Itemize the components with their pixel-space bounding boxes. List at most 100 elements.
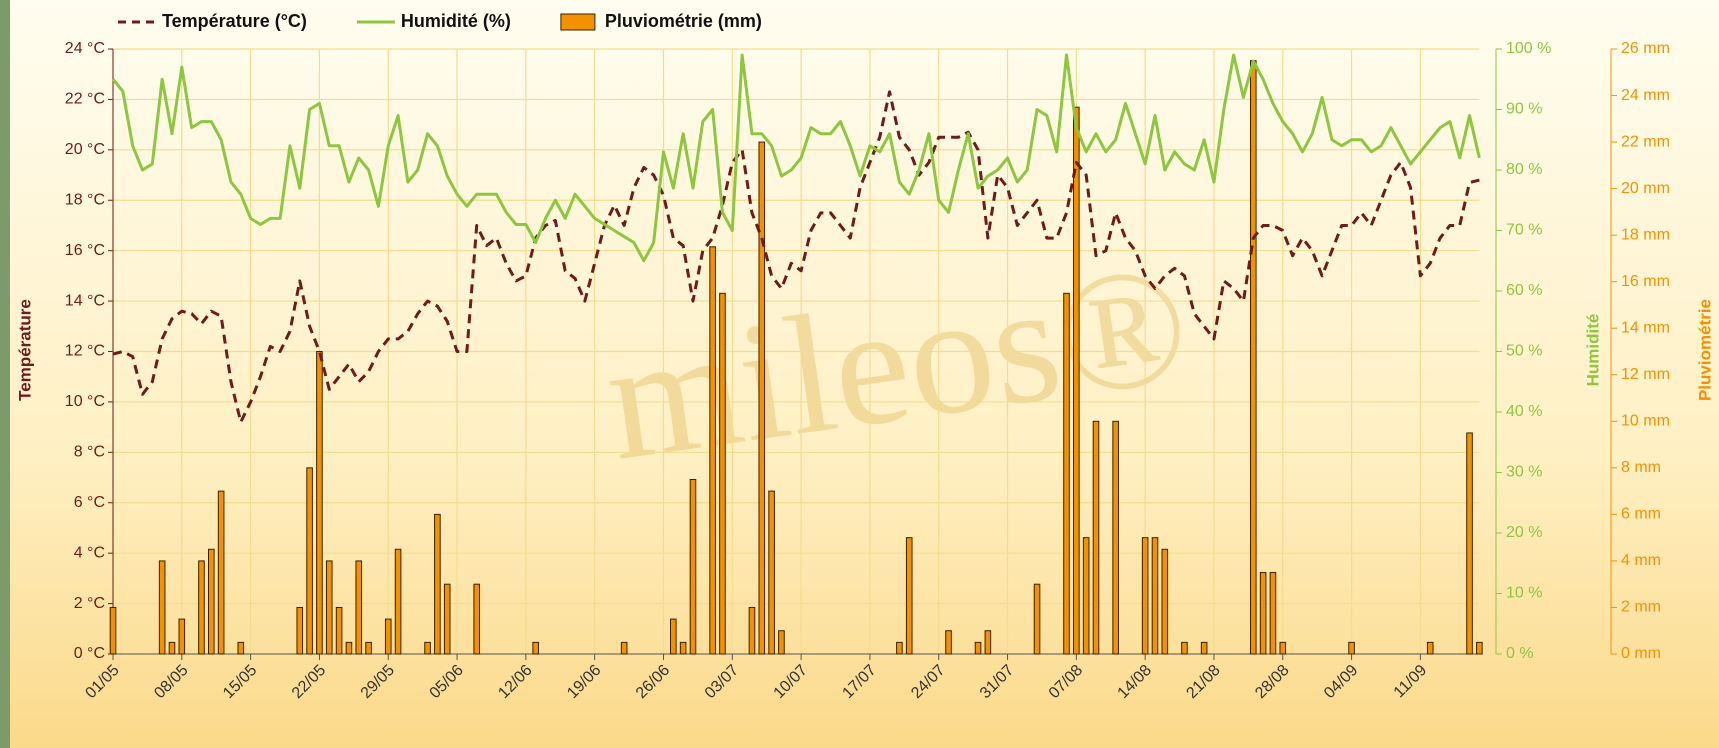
bar xyxy=(748,606,756,655)
bar xyxy=(1348,641,1355,655)
y2-tick-label: 60 % xyxy=(1506,282,1542,299)
bar xyxy=(719,292,726,655)
left-edge xyxy=(0,0,10,748)
bar xyxy=(316,351,323,655)
y3-tick-label: 24 mm xyxy=(1621,87,1670,104)
y2-tick-label: 50 % xyxy=(1506,343,1542,360)
y-axis-title: Température xyxy=(15,299,34,401)
bar xyxy=(532,641,539,655)
bar xyxy=(758,141,766,655)
bar xyxy=(689,478,697,655)
y3-tick-label: 0 mm xyxy=(1621,645,1661,662)
bar xyxy=(424,641,431,655)
y-tick-label: 10 °C xyxy=(65,393,105,410)
y-tick-label: 4 °C xyxy=(74,544,105,561)
bar xyxy=(1269,572,1277,655)
y2-tick-label: 10 % xyxy=(1506,585,1542,602)
bar xyxy=(237,641,245,655)
legend-label: Température (°C) xyxy=(162,11,307,31)
y2-axis-title: Humidité xyxy=(1583,314,1602,387)
y3-tick-label: 26 mm xyxy=(1621,40,1670,57)
bar xyxy=(1063,292,1070,655)
bar xyxy=(778,630,785,655)
bar xyxy=(1082,537,1090,655)
bar xyxy=(1466,432,1473,655)
y-tick-label: 0 °C xyxy=(74,645,105,662)
bar xyxy=(1259,572,1267,655)
legend-label: Humidité (%) xyxy=(401,11,511,31)
bar xyxy=(1161,548,1169,655)
bar xyxy=(768,490,775,655)
bar xyxy=(208,548,215,655)
bar xyxy=(345,641,353,655)
y3-tick-label: 10 mm xyxy=(1621,413,1670,430)
bar xyxy=(1141,537,1149,655)
bar xyxy=(1426,641,1434,655)
bar xyxy=(158,560,166,655)
y3-tick-label: 6 mm xyxy=(1621,506,1661,523)
y3-tick-label: 16 mm xyxy=(1621,273,1670,290)
y-tick-label: 2 °C xyxy=(74,595,105,612)
bar xyxy=(670,618,677,655)
legend-label: Pluviométrie (mm) xyxy=(605,11,762,31)
y3-tick-label: 20 mm xyxy=(1621,180,1670,197)
legend-swatch xyxy=(560,13,596,31)
y2-tick-label: 20 % xyxy=(1506,524,1542,541)
y-tick-label: 14 °C xyxy=(65,292,105,309)
bar xyxy=(434,513,441,655)
y3-tick-label: 2 mm xyxy=(1621,599,1661,616)
bar xyxy=(394,548,402,655)
bar xyxy=(473,583,481,655)
bar xyxy=(679,641,687,655)
y2-tick-label: 30 % xyxy=(1506,464,1542,481)
y3-tick-label: 14 mm xyxy=(1621,319,1670,336)
y3-tick-label: 18 mm xyxy=(1621,226,1670,243)
bar xyxy=(355,560,363,655)
bar xyxy=(1033,583,1041,655)
bar xyxy=(1112,420,1119,655)
bar xyxy=(217,490,225,655)
y-tick-label: 16 °C xyxy=(65,242,105,259)
bar xyxy=(1181,641,1188,655)
y2-tick-label: 40 % xyxy=(1506,403,1542,420)
bar xyxy=(384,618,392,655)
bar xyxy=(1092,420,1100,655)
y2-tick-label: 0 % xyxy=(1506,645,1534,662)
y-tick-label: 20 °C xyxy=(65,141,105,158)
bar xyxy=(1476,641,1483,655)
y2-tick-label: 70 % xyxy=(1506,222,1542,239)
bar xyxy=(365,641,372,655)
bar xyxy=(325,560,333,655)
y3-tick-label: 22 mm xyxy=(1621,133,1670,150)
y-tick-label: 24 °C xyxy=(65,40,105,57)
line xyxy=(112,90,1480,424)
y2-tick-label: 90 % xyxy=(1506,101,1542,118)
y2-tick-label: 100 % xyxy=(1506,40,1551,57)
y-tick-label: 12 °C xyxy=(65,343,105,360)
bar xyxy=(443,583,451,655)
bar xyxy=(335,606,343,655)
bar xyxy=(896,641,903,655)
y-tick-label: 6 °C xyxy=(74,494,105,511)
line xyxy=(111,53,1481,263)
bar xyxy=(1200,641,1208,655)
bar xyxy=(905,537,913,655)
bar xyxy=(945,630,952,655)
bar xyxy=(620,641,628,655)
bar xyxy=(1073,106,1080,655)
bar xyxy=(709,246,716,655)
y3-tick-label: 8 mm xyxy=(1621,459,1661,476)
bar xyxy=(1151,537,1159,655)
y3-axis-title: Pluviométrie xyxy=(1695,299,1714,401)
bar xyxy=(198,560,205,655)
y3-tick-label: 12 mm xyxy=(1621,366,1670,383)
bar xyxy=(109,606,117,655)
bar xyxy=(168,641,176,655)
bar xyxy=(984,630,992,655)
y2-tick-label: 80 % xyxy=(1506,161,1542,178)
y-tick-label: 8 °C xyxy=(74,444,105,461)
y3-tick-label: 4 mm xyxy=(1621,552,1661,569)
bar xyxy=(178,618,186,655)
bar xyxy=(1279,641,1287,655)
